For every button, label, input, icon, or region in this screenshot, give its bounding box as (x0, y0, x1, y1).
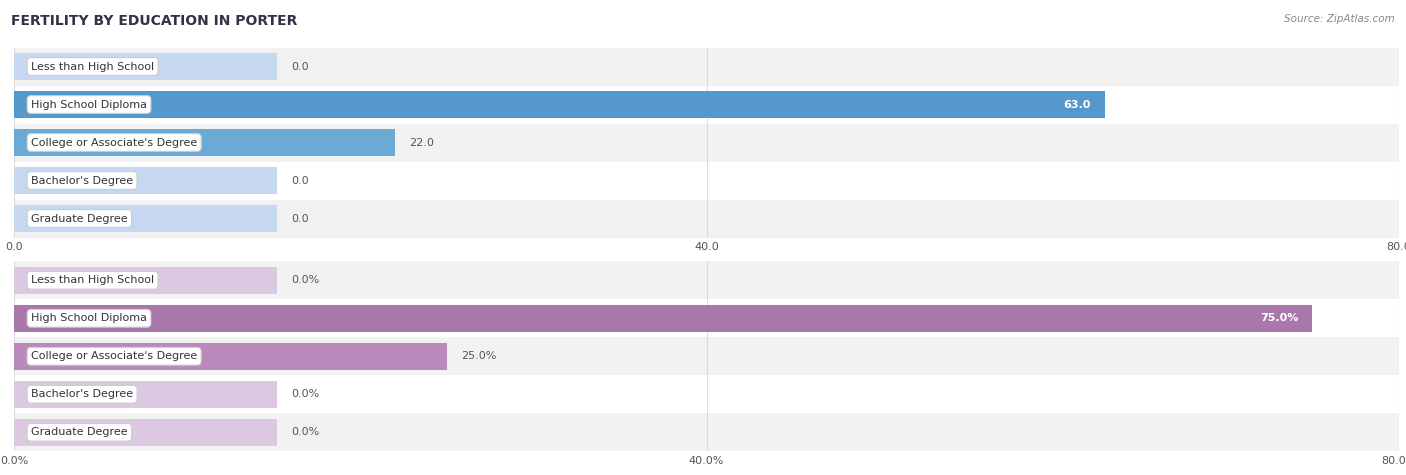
Text: 0.0: 0.0 (291, 213, 309, 224)
Bar (14, 413, 1399, 451)
Bar (14, 124, 1399, 162)
Bar (14, 162, 1399, 199)
Text: 0.0: 0.0 (291, 61, 309, 72)
Text: FERTILITY BY EDUCATION IN PORTER: FERTILITY BY EDUCATION IN PORTER (11, 14, 298, 28)
Text: 63.0: 63.0 (1063, 99, 1091, 110)
Text: 22.0: 22.0 (409, 137, 433, 148)
Bar (14, 299, 1399, 337)
Bar (14, 261, 1399, 299)
Text: 25.0%: 25.0% (461, 351, 496, 361)
Bar (14, 380, 277, 408)
Text: High School Diploma: High School Diploma (31, 313, 148, 323)
Bar (14, 200, 1399, 238)
Text: Less than High School: Less than High School (31, 275, 155, 285)
Text: High School Diploma: High School Diploma (31, 99, 148, 110)
Bar (14, 48, 1399, 86)
Text: Source: ZipAtlas.com: Source: ZipAtlas.com (1284, 14, 1395, 24)
Text: Less than High School: Less than High School (31, 61, 155, 72)
Text: Graduate Degree: Graduate Degree (31, 213, 128, 224)
Text: Bachelor's Degree: Bachelor's Degree (31, 389, 134, 399)
Bar (14, 418, 277, 446)
Bar (14, 91, 1105, 118)
Bar (14, 266, 277, 294)
Text: 0.0%: 0.0% (291, 427, 319, 437)
Text: College or Associate's Degree: College or Associate's Degree (31, 351, 197, 361)
Bar (14, 86, 1399, 124)
Text: College or Associate's Degree: College or Associate's Degree (31, 137, 197, 148)
Bar (14, 53, 277, 80)
Text: Graduate Degree: Graduate Degree (31, 427, 128, 437)
Text: 0.0%: 0.0% (291, 389, 319, 399)
Bar (14, 167, 277, 194)
Bar (14, 304, 1312, 332)
Bar (14, 129, 395, 156)
Text: 0.0: 0.0 (291, 175, 309, 186)
Bar (14, 375, 1399, 413)
Text: 0.0%: 0.0% (291, 275, 319, 285)
Text: Bachelor's Degree: Bachelor's Degree (31, 175, 134, 186)
Bar (14, 205, 277, 232)
Text: 75.0%: 75.0% (1260, 313, 1299, 323)
Bar (14, 342, 447, 370)
Bar (14, 337, 1399, 375)
